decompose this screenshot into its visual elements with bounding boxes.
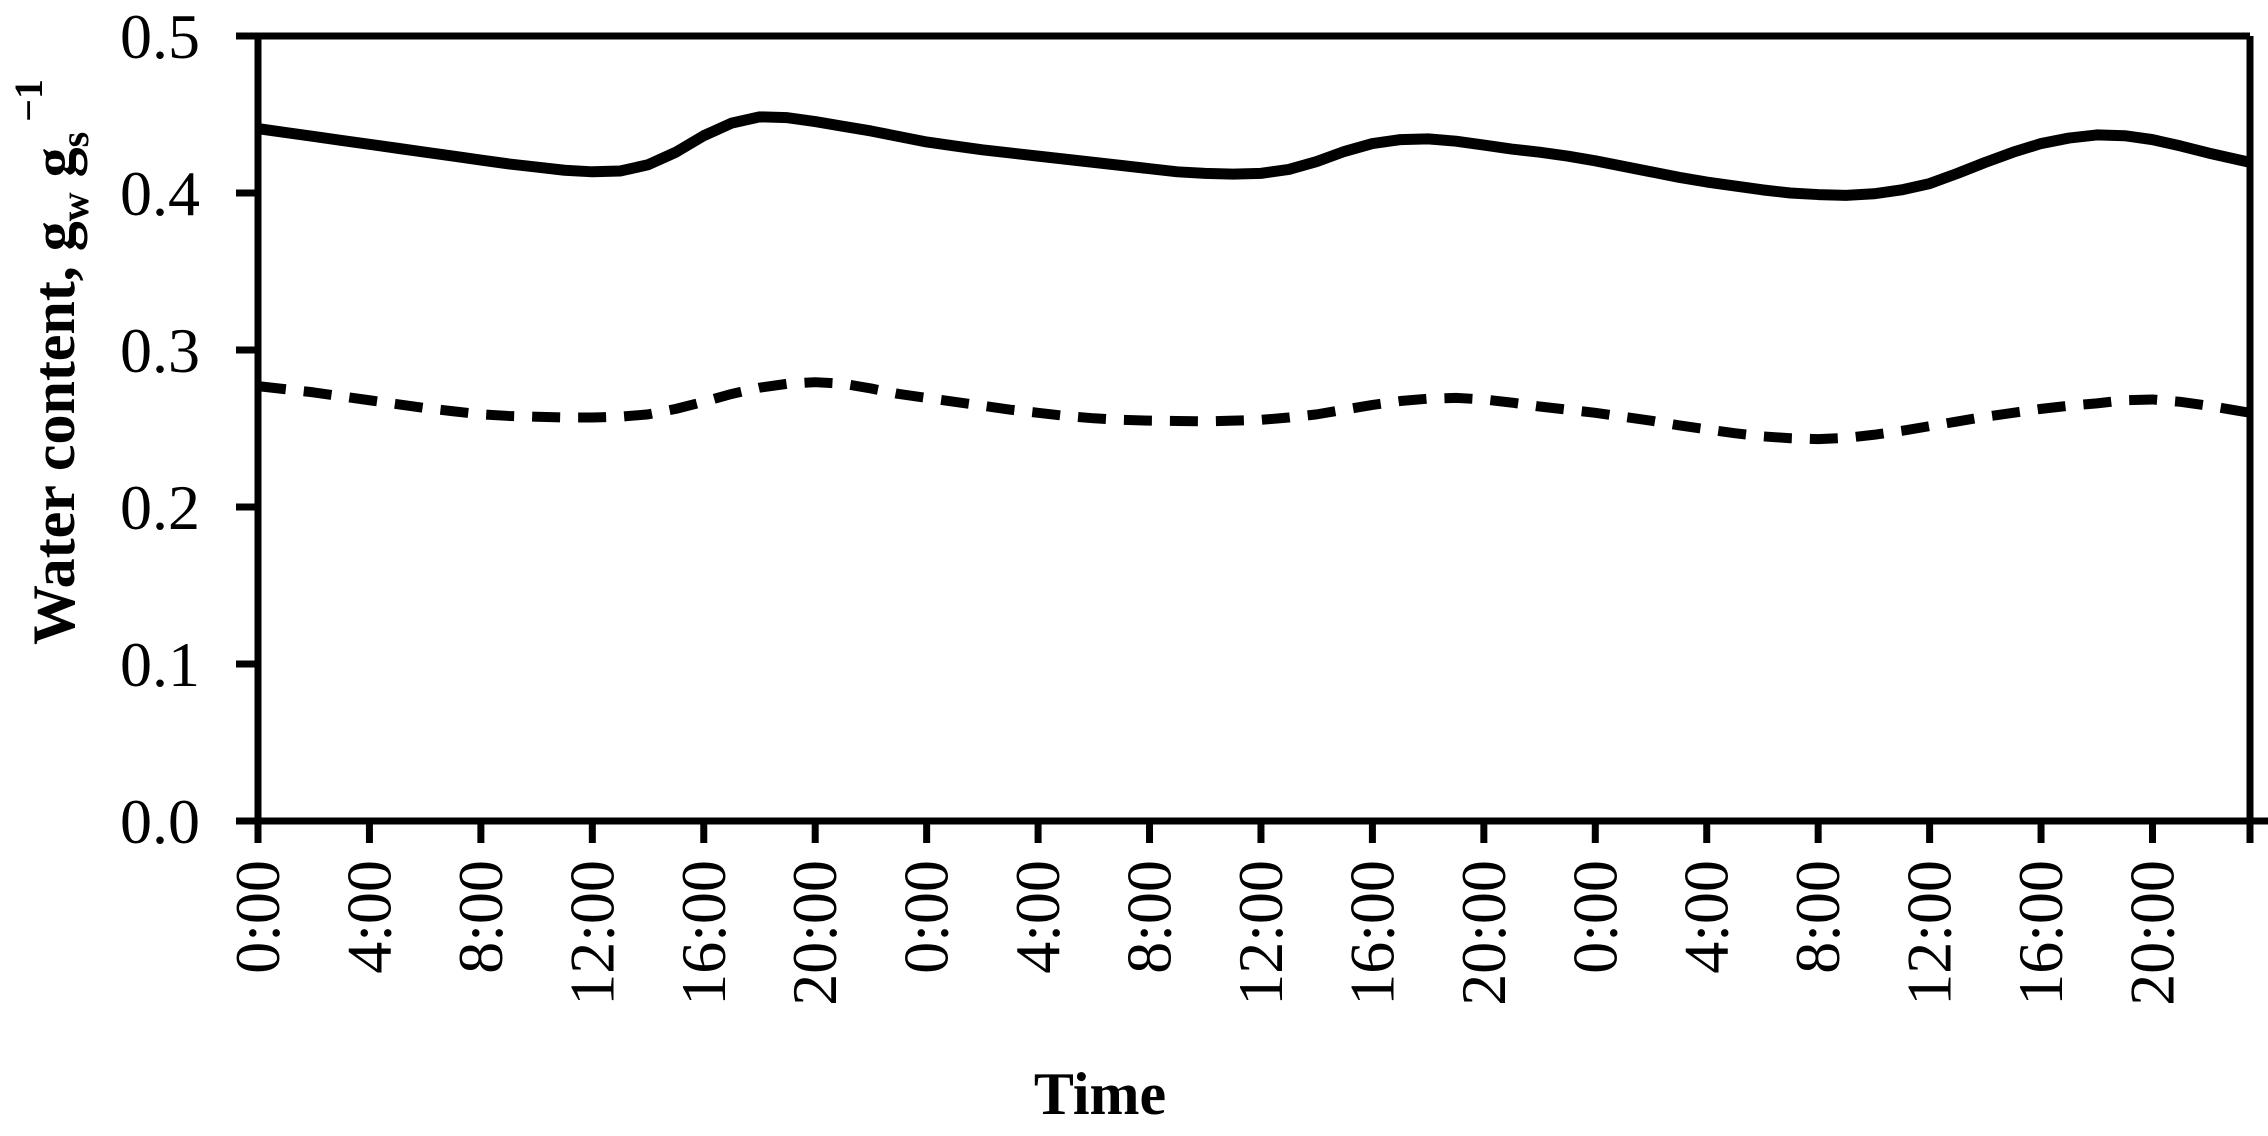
y-tick-label: 0.5	[120, 1, 200, 72]
x-tick-label: 4:00	[1671, 860, 1742, 974]
y-tick-label: 0.1	[120, 629, 200, 700]
x-tick-label: 16:00	[2005, 860, 2076, 1006]
x-axis-ticks	[254, 821, 2156, 843]
y-axis-title-segment-sub: s	[52, 132, 97, 148]
x-tick-label: 4:00	[1002, 860, 1073, 974]
x-axis-title: Time	[1034, 1061, 1166, 1127]
y-axis-ticks	[236, 32, 258, 825]
x-tick-label: 16:00	[1336, 860, 1407, 1006]
x-tick-label: 0:00	[222, 860, 293, 974]
x-tick-label: 0:00	[891, 860, 962, 974]
y-tick-label: 0.2	[120, 472, 200, 543]
y-tick-label: 0.4	[120, 158, 200, 229]
y-axis-title-segment-super: −1	[6, 79, 51, 132]
x-tick-label: 8:00	[1782, 860, 1853, 974]
x-tick-label: 8:00	[1114, 860, 1185, 974]
x-axis-tick-labels: 0:00 4:00 8:00 12:00 16:00 20:00 0:00 4:00 8:00 1…	[222, 860, 2187, 1006]
y-axis-tick-labels: 0.0 0.1 0.2 0.3 0.4 0.5	[120, 1, 200, 857]
x-tick-label: 20:00	[1448, 860, 1519, 1006]
y-tick-label: 0.0	[120, 786, 200, 857]
x-tick-label: 8:00	[445, 860, 516, 974]
x-tick-label: 12:00	[1894, 860, 1965, 1006]
x-tick-label: 20:00	[2116, 860, 2187, 1006]
x-tick-label: 4:00	[333, 860, 404, 974]
y-tick-label: 0.3	[120, 315, 200, 386]
y-axis-title-segment-normal: g	[21, 147, 87, 192]
y-axis-title-segment-normal: Water content, g	[21, 221, 87, 645]
x-tick-label: 12:00	[1225, 860, 1296, 1006]
y-axis-title: Water content, gw gs −1	[6, 79, 97, 645]
dashed-series-path	[257, 377, 2251, 445]
x-tick-label: 20:00	[779, 860, 850, 1006]
x-tick-label: 16:00	[668, 860, 739, 1006]
x-tick-label: 0:00	[1559, 860, 1630, 974]
data-series	[257, 111, 2252, 445]
solid-series-path	[257, 111, 2252, 201]
x-tick-label: 12:00	[556, 860, 627, 1006]
y-axis-title-segment-sub: w	[52, 192, 97, 221]
